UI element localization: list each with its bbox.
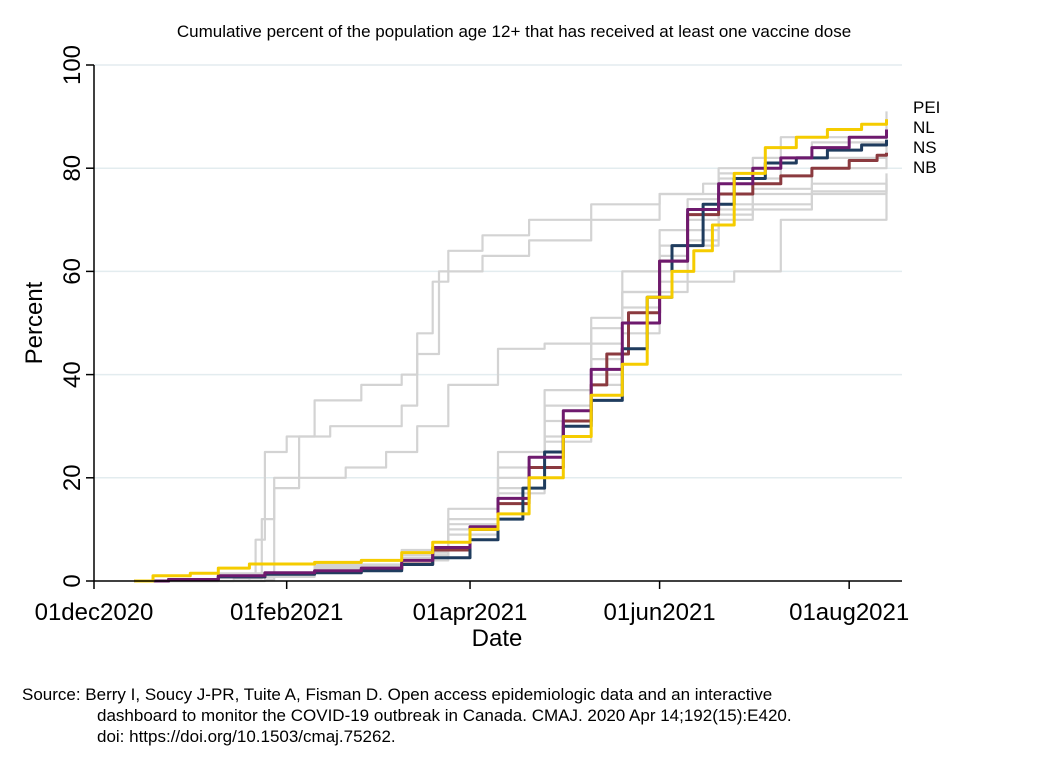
series-label-pei: PEI [913, 98, 940, 117]
series-line-other [134, 178, 888, 583]
other-provinces-series [134, 111, 888, 583]
series-label-nb: NB [913, 158, 937, 177]
series-line-pei [134, 119, 888, 583]
series-line-other [134, 183, 888, 583]
y-tick-label: 0 [59, 574, 86, 587]
series-line-nb [134, 152, 888, 583]
series-line-other [134, 142, 888, 583]
x-tick-label: 01apr2021 [413, 599, 528, 626]
axes [93, 65, 902, 582]
y-tick-label: 60 [59, 258, 86, 285]
x-ticks: 01dec2020 01feb2021 01apr2021 01jun2021 01au… [35, 581, 909, 626]
y-tick-label: 20 [59, 464, 86, 491]
series-line-other [134, 152, 888, 583]
x-tick-label: 01aug2021 [789, 599, 909, 626]
series-label-ns: NS [913, 138, 937, 157]
chart-title: Cumulative percent of the population age… [177, 22, 851, 41]
series-line-other [134, 111, 888, 583]
y-tick-label: 40 [59, 361, 86, 388]
y-tick-label: 100 [59, 45, 86, 85]
source-line-3: doi: https://doi.org/10.1503/cmaj.75262. [97, 727, 396, 746]
x-tick-label: 01feb2021 [230, 599, 343, 626]
y-tick-label: 80 [59, 155, 86, 182]
series-line-other [134, 183, 888, 583]
source-line-1: Source: Berry I, Soucy J-PR, Tuite A, Fi… [22, 685, 773, 704]
highlighted-series [134, 119, 888, 583]
y-axis-label: Percent [21, 281, 48, 364]
vaccination-line-chart: Cumulative percent of the population age… [21, 22, 940, 652]
x-tick-label: 01dec2020 [35, 599, 154, 626]
y-ticks: 0 20 40 60 80 100 [59, 45, 94, 588]
x-tick-label: 01jun2021 [604, 599, 716, 626]
series-label-nl: NL [913, 118, 935, 137]
source-citation: Source: Berry I, Soucy J-PR, Tuite A, Fi… [22, 684, 1022, 747]
x-axis-label: Date [472, 625, 523, 652]
source-line-2: dashboard to monitor the COVID-19 outbre… [97, 706, 792, 725]
